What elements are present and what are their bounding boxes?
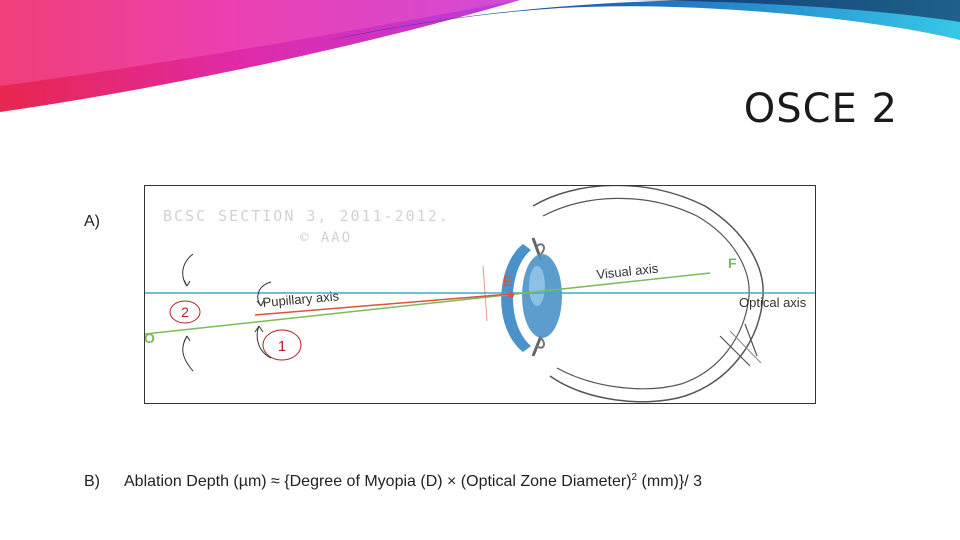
section-b: B) Ablation Depth (µm) ≈ {Degree of Myopi… [84,472,702,491]
watermark-line1: BCSC SECTION 3, 2011-2012. [163,207,450,225]
visual-axis-label: Visual axis [596,261,660,282]
callout-2: 2 [169,300,201,324]
cornea-shape [501,244,531,352]
point-e-marker [508,292,514,298]
angle-kappa-arrows [182,253,194,372]
header-banner [0,0,960,112]
point-e-label: E [503,273,512,289]
angle-lambda-arrows [254,281,272,359]
slide-title: OSCE 2 [743,86,898,132]
section-a-label: A) [84,213,100,230]
pupillary-axis-label: Pupillary axis [262,288,340,310]
pupillary-axis-line [254,293,511,316]
point-o-label: O [145,330,155,346]
optical-axis-label: Optical axis [739,295,807,310]
callout-1: 1 [262,329,302,361]
section-b-label: B) [84,473,100,490]
eye-globe [532,186,764,403]
eye-diagram: BCSC SECTION 3, 2011-2012. © AAO E [145,186,815,403]
point-f-label: F [728,255,737,271]
ablation-formula-part2: (mm)}/ 3 [637,473,702,490]
eye-axes-figure: BCSC SECTION 3, 2011-2012. © AAO E [144,185,816,404]
callout-1-label: 1 [278,338,286,355]
watermark-line2: © AAO [300,230,352,246]
ablation-formula-part1: Ablation Depth (µm) ≈ {Degree of Myopia … [124,473,632,490]
callout-2-label: 2 [181,304,189,320]
ablation-formula-exponent: 2 [631,472,638,483]
visual-axis-line [145,272,711,335]
